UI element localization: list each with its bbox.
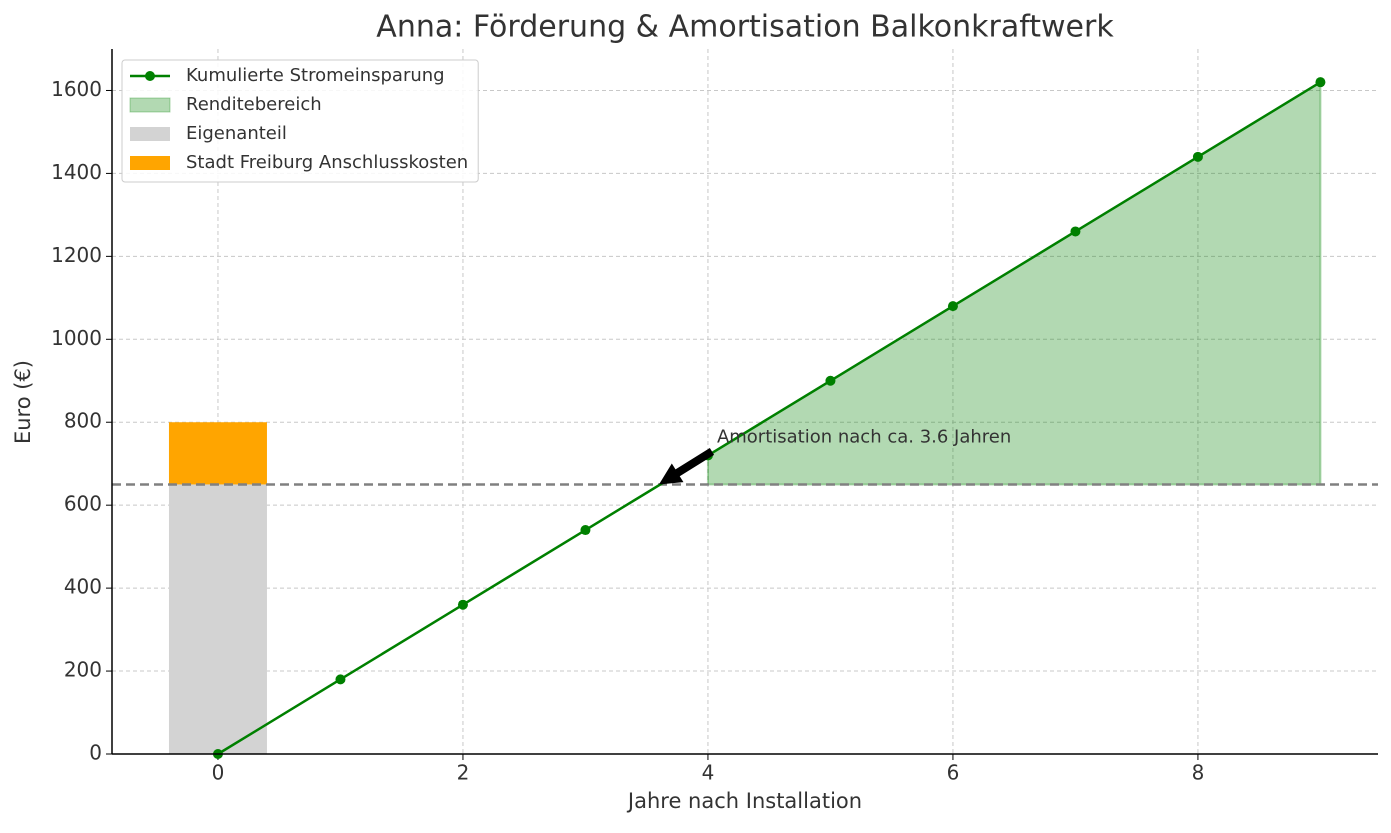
y-tick-label: 1600 [51, 77, 102, 101]
y-tick-label: 200 [64, 658, 102, 682]
legend-label: Renditebereich [186, 94, 322, 115]
marker [1192, 151, 1203, 162]
legend-swatch [130, 156, 170, 170]
legend-marker [145, 71, 155, 81]
x-tick-label: 0 [212, 761, 225, 785]
y-tick-label: 0 [89, 741, 102, 765]
x-tick-label: 2 [457, 761, 470, 785]
annotation-arrow [658, 448, 715, 485]
marker [1315, 77, 1326, 88]
y-tick-label: 1400 [51, 160, 102, 184]
line [217, 81, 1322, 756]
legend-swatch [130, 127, 170, 141]
bar [168, 422, 267, 485]
y-tick-label: 1000 [51, 326, 102, 350]
marker [457, 599, 468, 610]
legend-label: Stadt Freiburg Anschlusskosten [186, 152, 468, 173]
bar [168, 484, 267, 754]
y-tick-label: 600 [64, 492, 102, 516]
marker [825, 375, 836, 386]
y-axis-label: Euro (€) [11, 360, 35, 444]
legend-swatch [129, 97, 171, 113]
legend-box [121, 59, 479, 183]
marker [1070, 226, 1081, 237]
marker [580, 525, 591, 536]
x-tick-label: 4 [702, 761, 715, 785]
x-tick-label: 8 [1192, 761, 1205, 785]
fill-area [706, 80, 1322, 486]
y-tick-label: 1200 [51, 243, 102, 267]
legend-label: Eigenanteil [186, 123, 287, 144]
y-tick-label: 800 [64, 409, 102, 433]
legend: Kumulierte Stromeinsparung Renditebereich… [121, 59, 479, 183]
chart-title: Anna: Förderung & Amortisation Balkonkra… [376, 10, 1114, 45]
marker [335, 674, 346, 685]
y-tick-label: 400 [64, 575, 102, 599]
legend-label: Kumulierte Stromeinsparung [186, 65, 445, 86]
annotation-text: Amortisation nach ca. 3.6 Jahren [717, 426, 1011, 447]
marker [947, 301, 958, 312]
x-axis-label: Jahre nach Installation [626, 789, 862, 813]
x-tick-label: 6 [947, 761, 960, 785]
